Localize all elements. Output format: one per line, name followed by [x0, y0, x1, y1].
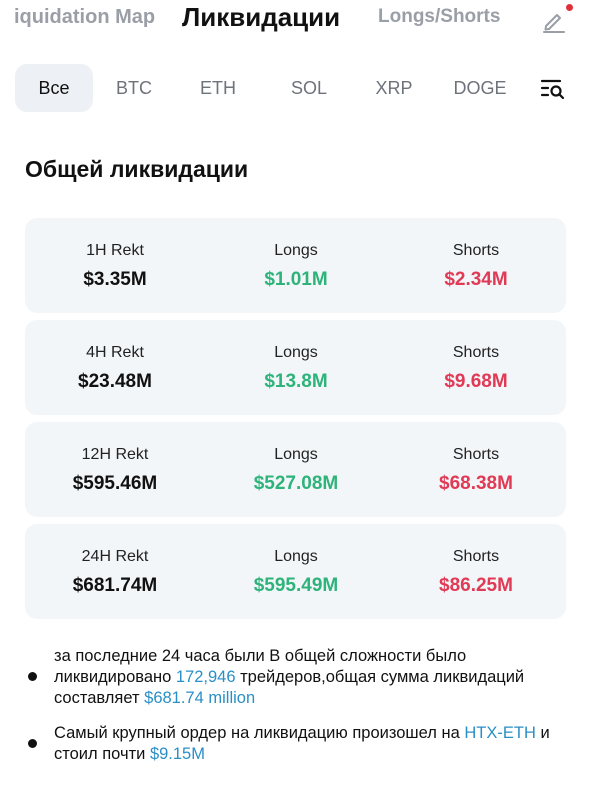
total-value: $3.35M	[83, 269, 147, 290]
note-text: за последние 24 часа были В общей сложно…	[54, 647, 467, 686]
note-text: Самый крупный ордер на ликвидацию произо…	[54, 724, 465, 742]
filter-eth[interactable]: ETH	[200, 78, 236, 98]
shorts-label: Shorts	[452, 242, 500, 259]
tab-longs-shorts[interactable]: Longs/Shorts	[378, 6, 501, 27]
longs-label: Longs	[274, 344, 318, 361]
total-value: $23.48M	[78, 371, 152, 392]
longs-label: Longs	[274, 548, 318, 565]
list-search-icon	[540, 79, 565, 100]
largest-order-note: Самый крупный ордер на ликвидацию произо…	[28, 723, 573, 765]
longs-value: $13.8M	[264, 371, 328, 392]
filter-sol[interactable]: SOL	[290, 78, 328, 98]
period-label: 4H Rekt	[86, 344, 144, 361]
liquidation-card-4h: 4H Rekt $23.48M Longs $13.8M Shorts $9.68M	[25, 320, 566, 415]
section-title: Общей ликвидации	[25, 156, 249, 182]
filter-doge[interactable]: DOGE	[453, 78, 507, 98]
shorts-label: Shorts	[452, 344, 500, 361]
note-text: трейдеров,общая сумма ликвидаций составл…	[54, 668, 525, 707]
shorts-label: Shorts	[452, 548, 500, 565]
order-amount: $9.15M	[149, 745, 205, 763]
edit-button[interactable]	[540, 6, 568, 34]
bullet-dot	[28, 739, 37, 748]
filter-btc[interactable]: BTC	[116, 78, 152, 98]
longs-label: Longs	[274, 446, 318, 463]
period-label: 12H Rekt	[81, 446, 149, 463]
total-value: $681.74M	[72, 575, 158, 596]
top-nav: iquidation Map Ликвидации Longs/Shorts	[0, 0, 591, 40]
note-text: и стоил почти	[54, 724, 550, 763]
shorts-value: $86.25M	[439, 575, 513, 596]
liquidation-card-24h: 24H Rekt $681.74M Longs $595.49M Shorts $86…	[25, 524, 566, 619]
liquidation-card-12h: 12H Rekt $595.46M Longs $527.08M Shorts $68…	[25, 422, 566, 517]
tab-liquidations[interactable]: Ликвидации	[182, 2, 341, 32]
summary-note-24h: за последние 24 часа были В общей сложно…	[28, 646, 573, 709]
total-amount: $681.74 million	[144, 689, 256, 707]
filter-all[interactable]: Все	[15, 64, 93, 112]
notification-dot	[566, 4, 573, 11]
period-label: 24H Rekt	[81, 548, 149, 565]
longs-value: $1.01M	[264, 269, 328, 290]
longs-label: Longs	[274, 242, 318, 259]
coin-filter-bar: Все BTC ETH SOL XRP DOGE	[15, 64, 575, 112]
tab-liquidation-map[interactable]: iquidation Map	[14, 6, 156, 28]
exchange-link[interactable]: HTX-ETH	[464, 724, 536, 742]
total-value: $595.46M	[72, 473, 158, 494]
longs-value: $527.08M	[253, 473, 339, 494]
filter-menu-button[interactable]	[540, 76, 566, 102]
shorts-label: Shorts	[452, 446, 500, 463]
edit-pencil-icon	[543, 14, 565, 33]
shorts-value: $2.34M	[444, 269, 508, 290]
longs-value: $595.49M	[253, 575, 339, 596]
filter-xrp[interactable]: XRP	[375, 78, 413, 98]
period-label: 1H Rekt	[86, 242, 144, 259]
shorts-value: $68.38M	[439, 473, 513, 494]
traders-count: 172,946	[175, 668, 236, 686]
bullet-dot	[28, 672, 37, 681]
liquidation-card-1h: 1H Rekt $3.35M Longs $1.01M Shorts $2.34M	[25, 218, 566, 313]
shorts-value: $9.68M	[444, 371, 508, 392]
